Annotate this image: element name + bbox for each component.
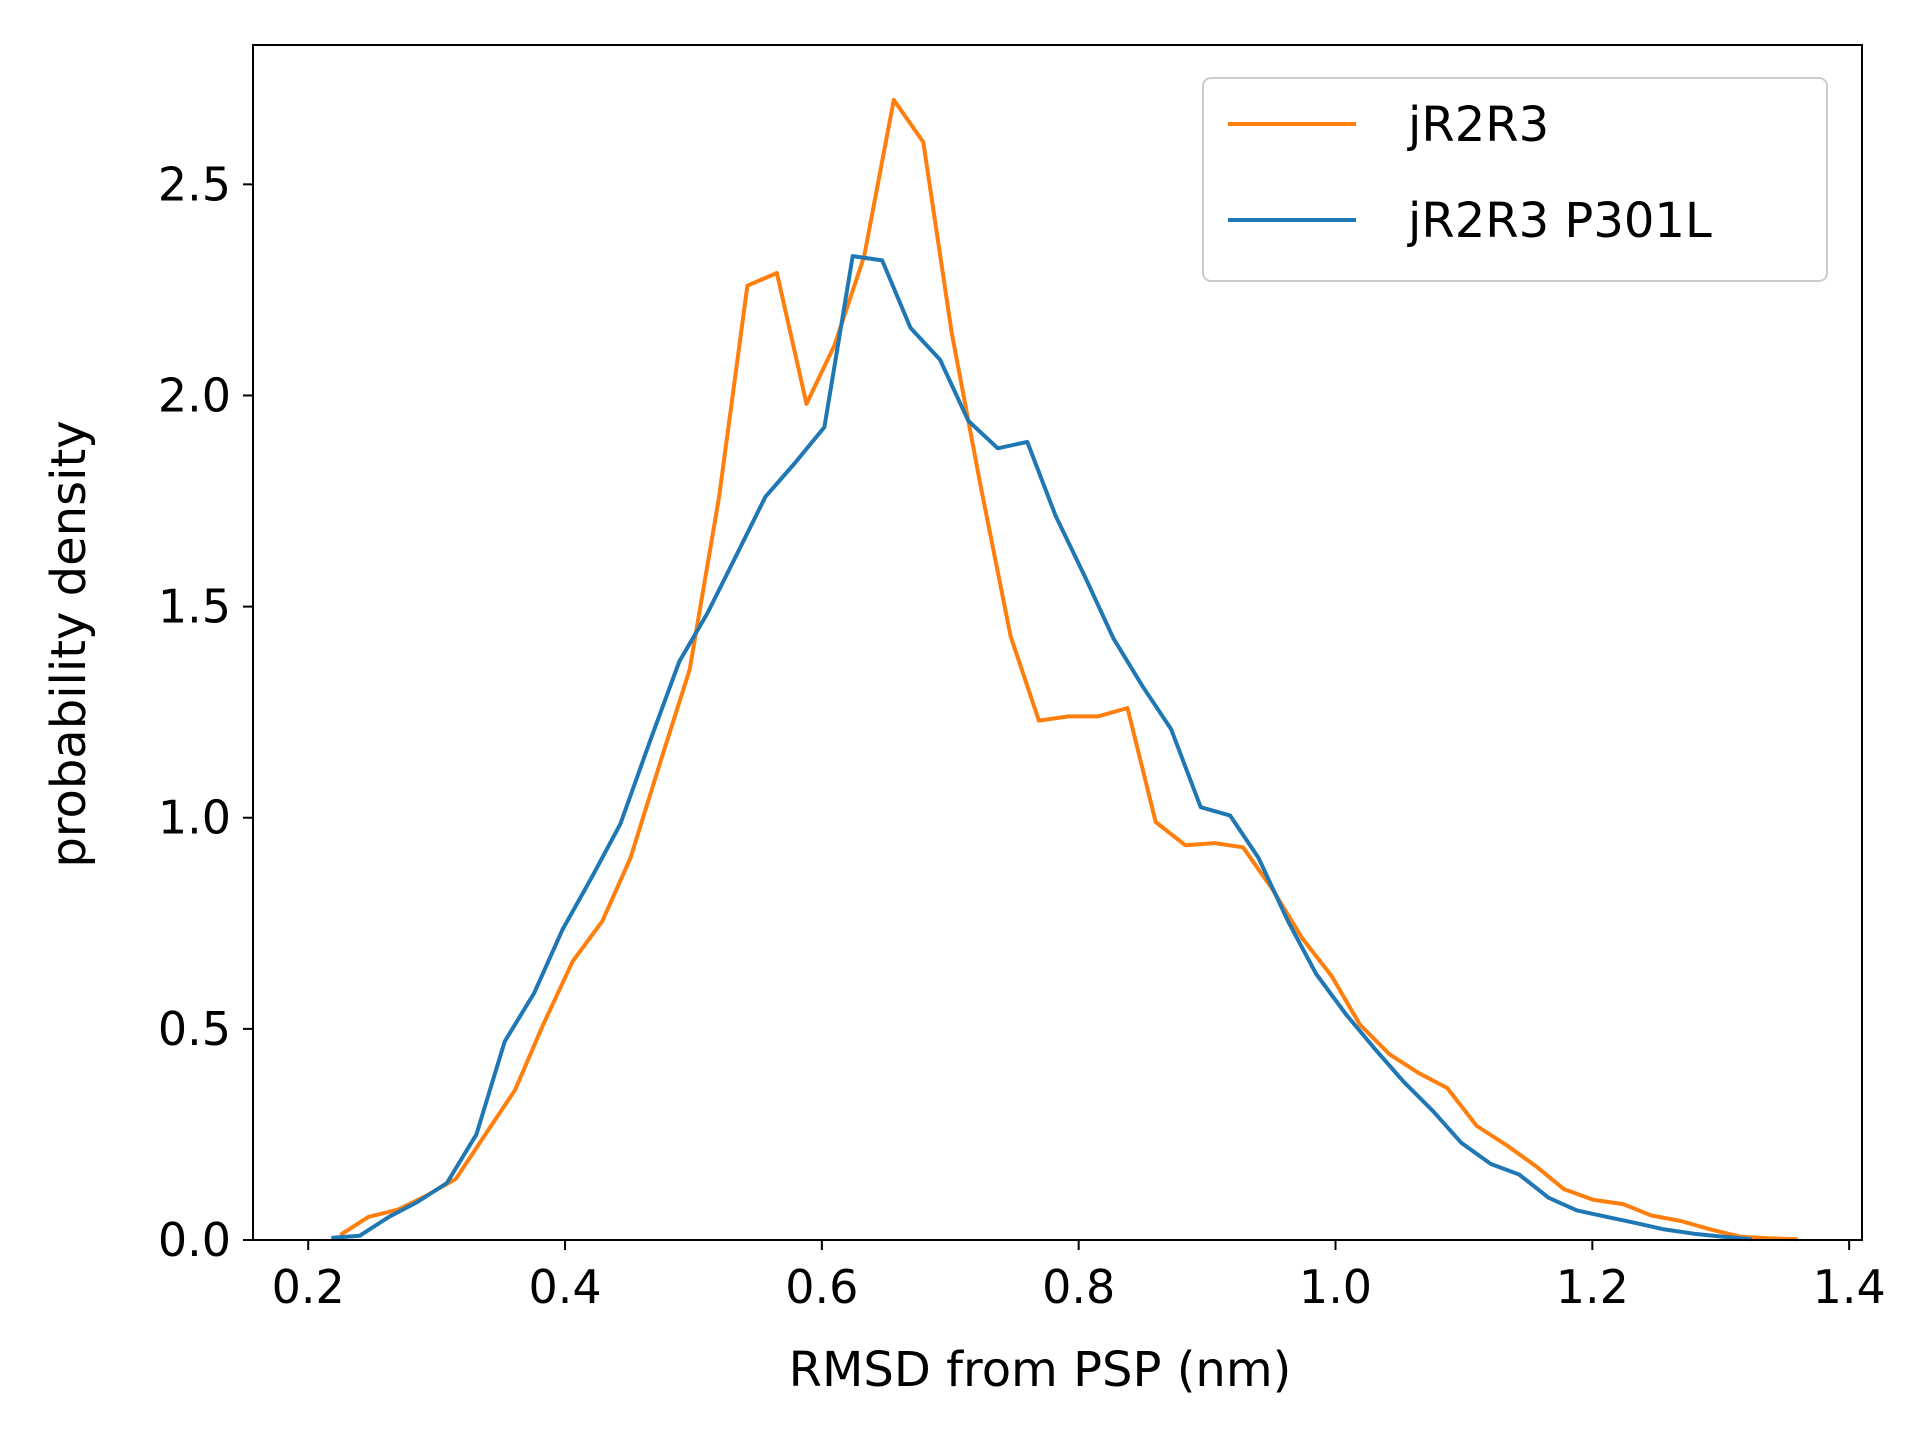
series-line-0 [339, 97, 1798, 1242]
plot-lines [331, 97, 1798, 1242]
y-tick-label: 0.5 [158, 1002, 231, 1056]
x-tick-label: 1.2 [1556, 1260, 1629, 1314]
x-axis-ticks: 0.2 0.4 0.6 0.8 1.0 1.2 1.4 [272, 1240, 1886, 1314]
y-tick-label: 0.0 [158, 1213, 231, 1267]
x-tick-label: 0.2 [272, 1260, 345, 1314]
y-tick-label: 2.0 [158, 368, 231, 422]
y-axis-label: probability density [41, 420, 97, 867]
y-tick-label: 2.5 [158, 157, 231, 211]
x-tick-label: 0.4 [528, 1260, 601, 1314]
legend-box [1202, 77, 1828, 282]
legend-label-jR2R3: jR2R3 [1407, 97, 1549, 153]
y-axis-ticks: 0.0 0.5 1.0 1.5 2.0 2.5 [158, 157, 253, 1267]
x-tick-label: 1.4 [1813, 1260, 1886, 1314]
legend: jR2R3 jR2R3 P301L [1202, 77, 1828, 282]
plot-frame [252, 44, 1863, 1241]
y-tick-label: 1.0 [158, 791, 231, 845]
legend-label-jR2R3-P301L: jR2R3 P301L [1407, 193, 1712, 249]
x-tick-label: 0.8 [1042, 1260, 1115, 1314]
series-line-1 [331, 254, 1752, 1242]
x-tick-label: 1.0 [1299, 1260, 1372, 1314]
x-tick-label: 0.6 [785, 1260, 858, 1314]
y-tick-label: 1.5 [158, 580, 231, 634]
x-axis-label: RMSD from PSP (nm) [789, 1342, 1292, 1398]
